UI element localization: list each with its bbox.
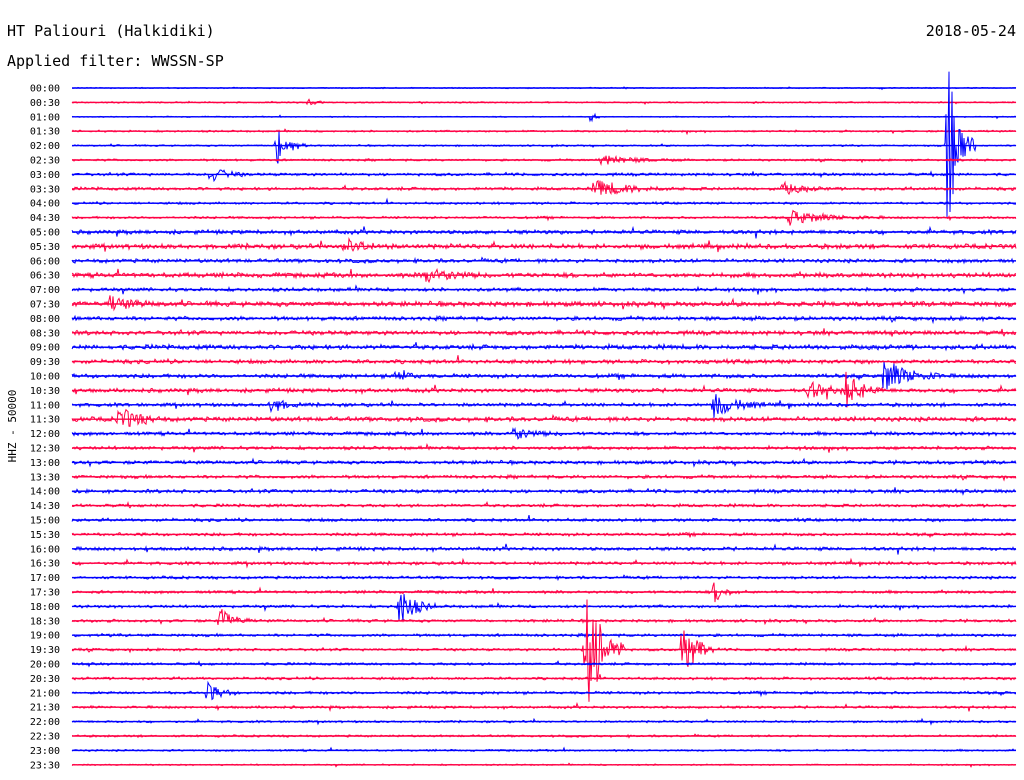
time-label: 15:30 — [30, 530, 60, 541]
time-label: 20:00 — [30, 660, 60, 671]
trace-line — [71, 394, 1017, 418]
station-title: HT Paliouri (Halkidiki) — [7, 22, 215, 40]
trace-line — [71, 209, 1017, 226]
time-label: 17:30 — [30, 588, 60, 599]
trace-line — [71, 355, 1017, 366]
time-label: 02:30 — [30, 156, 60, 167]
time-label: 01:00 — [30, 112, 60, 123]
time-label: 12:30 — [30, 444, 60, 455]
trace-lines — [71, 71, 1017, 768]
time-label: 02:00 — [30, 141, 60, 152]
time-label: 12:00 — [30, 429, 60, 440]
time-label: 11:30 — [30, 415, 60, 426]
trace-line — [71, 71, 1017, 217]
time-label: 10:00 — [30, 372, 60, 383]
time-label: 08:00 — [30, 314, 60, 325]
time-label: 13:00 — [30, 458, 60, 469]
time-label: 23:30 — [30, 760, 60, 771]
time-label: 06:00 — [30, 256, 60, 267]
time-label: 14:00 — [30, 487, 60, 498]
time-label: 07:00 — [30, 285, 60, 296]
time-label: 14:30 — [30, 501, 60, 512]
time-label: 00:30 — [30, 98, 60, 109]
time-tick-labels: 00:00 00:30 01:00 01:30 02:00 02:30 03:00 03:30… — [30, 84, 60, 772]
trace-line — [71, 169, 1016, 183]
time-label: 09:00 — [30, 343, 60, 354]
time-label: 06:30 — [30, 271, 60, 282]
time-label: 23:00 — [30, 746, 60, 757]
time-label: 19:00 — [30, 631, 60, 642]
trace-line — [71, 179, 1017, 196]
channel-label: HHZ - 50000 — [6, 390, 19, 463]
time-label: 21:00 — [30, 688, 60, 699]
time-label: 11:00 — [30, 400, 60, 411]
trace-line — [71, 314, 1017, 325]
filter-label: Applied filter: WWSSN-SP — [7, 52, 224, 70]
time-label: 22:30 — [30, 732, 60, 743]
trace-line — [71, 295, 1017, 312]
time-label: 09:30 — [30, 357, 60, 368]
time-label: 05:00 — [30, 228, 60, 239]
date-label: 2018-05-24 — [926, 22, 1016, 40]
time-label: 17:00 — [30, 573, 60, 584]
time-label: 22:00 — [30, 717, 60, 728]
trace-line — [71, 594, 1017, 622]
time-label: 08:30 — [30, 328, 60, 339]
time-label: 18:30 — [30, 616, 60, 627]
time-label: 07:30 — [30, 300, 60, 311]
time-label: 18:00 — [30, 602, 60, 613]
trace-line — [71, 514, 1017, 523]
time-label: 04:30 — [30, 213, 60, 224]
trace-line — [71, 408, 1017, 427]
time-label: 19:30 — [30, 645, 60, 656]
trace-line — [71, 236, 1017, 253]
time-label: 04:00 — [30, 199, 60, 210]
time-label: 05:30 — [30, 242, 60, 253]
trace-line — [71, 342, 1017, 352]
time-label: 15:00 — [30, 516, 60, 527]
time-label: 10:30 — [30, 386, 60, 397]
time-label: 01:30 — [30, 127, 60, 138]
time-label: 13:30 — [30, 472, 60, 483]
time-label: 21:30 — [30, 703, 60, 714]
time-label: 00:00 — [30, 84, 60, 95]
trace-line — [71, 680, 1016, 701]
time-label: 03:00 — [30, 170, 60, 181]
time-label: 20:30 — [30, 674, 60, 685]
time-label: 16:00 — [30, 544, 60, 555]
trace-line — [71, 599, 1017, 702]
time-label: 16:30 — [30, 559, 60, 570]
time-label: 03:30 — [30, 184, 60, 195]
trace-line — [71, 609, 1017, 626]
